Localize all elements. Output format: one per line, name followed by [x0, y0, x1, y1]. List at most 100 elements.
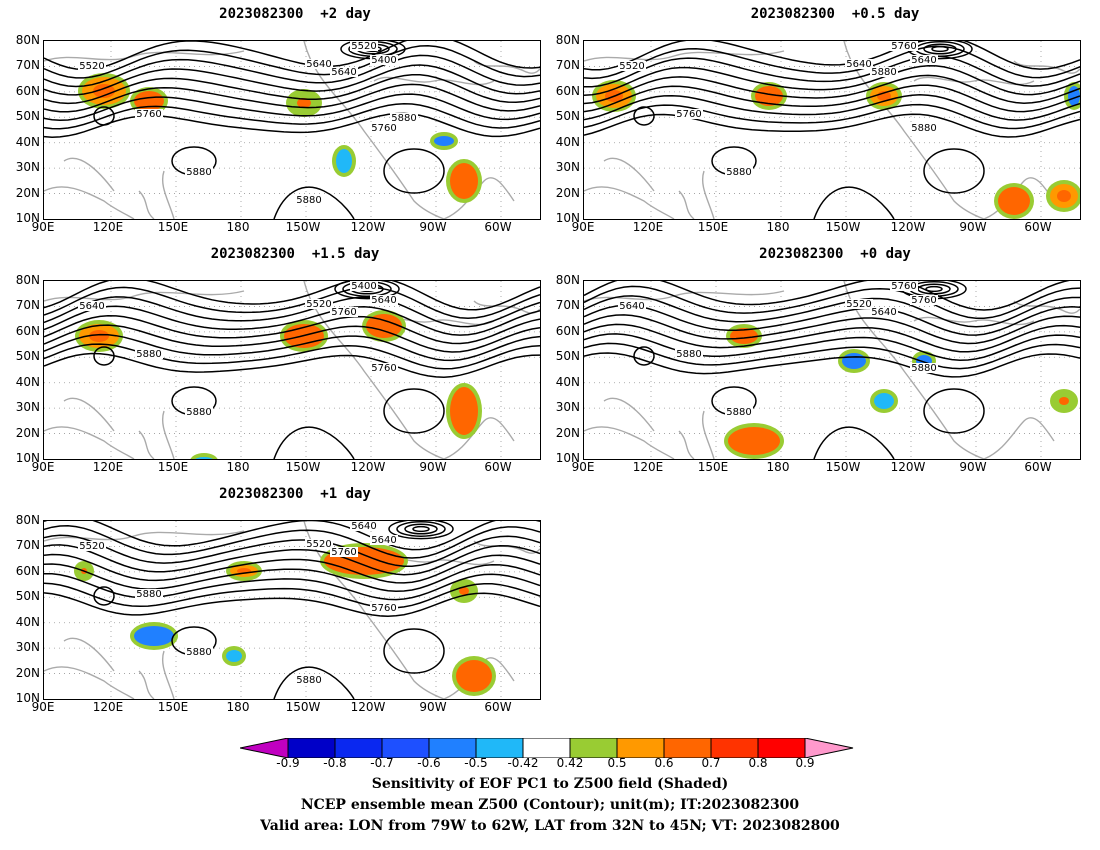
- colorbar-segment: [381, 738, 430, 758]
- lat-tick-label: 70N: [15, 298, 40, 313]
- panel-title-p1: 2023082300 +1 day: [219, 486, 371, 502]
- colorbar-label: -0.6: [417, 756, 441, 770]
- svg-text:5640: 5640: [371, 295, 396, 306]
- lon-tick-label: 150E: [157, 460, 189, 474]
- lat-tick-label: 60N: [555, 83, 580, 98]
- map-panel-p05: 5520 5640 5640 5760 5880 5760 5880 5880: [583, 40, 1081, 220]
- contour-labels: 5520 5520 5640 5640 5760 5880 5760 5880 5880: [78, 521, 398, 686]
- svg-text:5760: 5760: [136, 109, 161, 120]
- lat-tick-label: 70N: [555, 298, 580, 313]
- lat-tick-label: 60N: [15, 563, 40, 578]
- lat-tick-label: 40N: [15, 134, 40, 149]
- lat-tick-label: 40N: [15, 374, 40, 389]
- lat-tick-label: 10N: [15, 691, 40, 705]
- svg-text:5520: 5520: [79, 61, 104, 72]
- sensitivity-shading: [78, 73, 482, 203]
- colorbar-segment: [475, 738, 524, 758]
- contour-labels: 5520 5640 5640 5760 5880 5760 5880 5880: [618, 41, 938, 178]
- lon-tick-label: 90W: [959, 460, 987, 474]
- colorbar-label: 0.6: [654, 756, 674, 770]
- lat-tick-label: 30N: [15, 640, 40, 655]
- lat-tick-label: 30N: [15, 160, 40, 175]
- z500-contours: [44, 281, 540, 459]
- lon-tick-label: 120W: [350, 700, 386, 714]
- svg-text:5880: 5880: [136, 589, 161, 600]
- colorbar-label: -0.5: [464, 756, 488, 770]
- lat-tick-label: 20N: [15, 665, 40, 680]
- colorbar-label: -0.9: [276, 756, 300, 770]
- lon-tick-label: 150W: [825, 460, 861, 474]
- lon-tick-label: 90W: [419, 460, 447, 474]
- colorbar-segment: [428, 738, 477, 758]
- colorbar-label: 0.7: [701, 756, 721, 770]
- svg-text:5880: 5880: [186, 647, 211, 658]
- lon-tick-label: 150E: [157, 220, 189, 234]
- caption-line-1: Sensitivity of EOF PC1 to Z500 field (Sh…: [371, 776, 729, 792]
- panel-title-p0: 2023082300 +0 day: [759, 246, 911, 262]
- map-panel-p1: 5520 5520 5640 5640 5760 5880 5760 5880 5880: [43, 520, 541, 700]
- sensitivity-shading: [75, 310, 482, 459]
- caption-line-2: NCEP ensemble mean Z500 (Contour); unit(…: [300, 797, 800, 813]
- lon-tick-label: 90E: [31, 700, 55, 714]
- z500-contours: [44, 521, 540, 699]
- lat-tick-label: 30N: [555, 400, 580, 415]
- lon-tick-label: 120W: [350, 460, 386, 474]
- lon-tick-label: 120E: [632, 460, 664, 474]
- colorbar-segment: [616, 738, 665, 758]
- svg-text:5760: 5760: [676, 109, 701, 120]
- z500-contours: [584, 281, 1080, 459]
- caption-line-3: Valid area: LON from 79W to 62W, LAT fro…: [260, 818, 840, 834]
- svg-text:5520: 5520: [306, 539, 331, 550]
- colorbar-low-extend: [240, 738, 289, 758]
- coastline: [44, 41, 540, 219]
- z500-contours: [584, 41, 1080, 219]
- lon-tick-label: 120W: [890, 460, 926, 474]
- colorbar-segment: [287, 738, 336, 758]
- svg-text:5400: 5400: [371, 55, 396, 66]
- svg-text:5520: 5520: [306, 299, 331, 310]
- svg-text:5760: 5760: [371, 603, 396, 614]
- coastline: [584, 41, 1080, 219]
- map-canvas-p1: 5520 5520 5640 5640 5760 5880 5760 5880 5880: [44, 521, 540, 699]
- lat-tick-label: 20N: [555, 185, 580, 200]
- colorbar-high-extend: [804, 738, 854, 758]
- lon-tick-label: 90E: [31, 220, 55, 234]
- lat-tick-label: 50N: [15, 109, 40, 124]
- map-canvas-p15: 5640 5520 5640 5400 5760 5880 5760 5880: [44, 281, 540, 459]
- map-panel-p2: 5520 5640 5400 5520 5640 5760 5760 5880 5880 5880: [43, 40, 541, 220]
- panel-title-p15: 2023082300 +1.5 day: [210, 246, 380, 262]
- lat-tick-label: 10N: [555, 451, 580, 465]
- svg-text:5880: 5880: [186, 407, 211, 418]
- svg-text:5880: 5880: [871, 67, 896, 78]
- svg-text:5640: 5640: [619, 301, 644, 312]
- colorbar-label: 0.9: [795, 756, 815, 770]
- svg-text:5880: 5880: [296, 675, 321, 686]
- svg-text:5880: 5880: [726, 167, 751, 178]
- colorbar-segment: [334, 738, 383, 758]
- lat-tick-label: 50N: [15, 589, 40, 604]
- z500-contours: [44, 41, 540, 219]
- svg-text:5640: 5640: [871, 307, 896, 318]
- svg-text:5640: 5640: [331, 67, 356, 78]
- lon-tick-label: 90E: [571, 220, 595, 234]
- lon-tick-label: 180: [766, 220, 790, 234]
- svg-text:5760: 5760: [371, 123, 396, 134]
- lat-tick-label: 80N: [15, 273, 40, 287]
- lat-tick-label: 30N: [555, 160, 580, 175]
- colorbar-segment: [569, 738, 618, 758]
- lon-tick-label: 150W: [285, 460, 321, 474]
- lon-tick-label: 60W: [484, 220, 512, 234]
- lon-tick-label: 180: [226, 220, 250, 234]
- colorbar-segment: [663, 738, 712, 758]
- svg-text:5640: 5640: [351, 521, 376, 532]
- lon-tick-label: 90W: [419, 220, 447, 234]
- lat-tick-label: 60N: [555, 323, 580, 338]
- colorbar: [240, 738, 854, 758]
- svg-text:5640: 5640: [79, 301, 104, 312]
- lat-tick-label: 20N: [15, 425, 40, 440]
- map-panel-p0: 5640 5520 5760 5760 5640 5880 5880 5880: [583, 280, 1081, 460]
- lat-tick-label: 70N: [555, 58, 580, 73]
